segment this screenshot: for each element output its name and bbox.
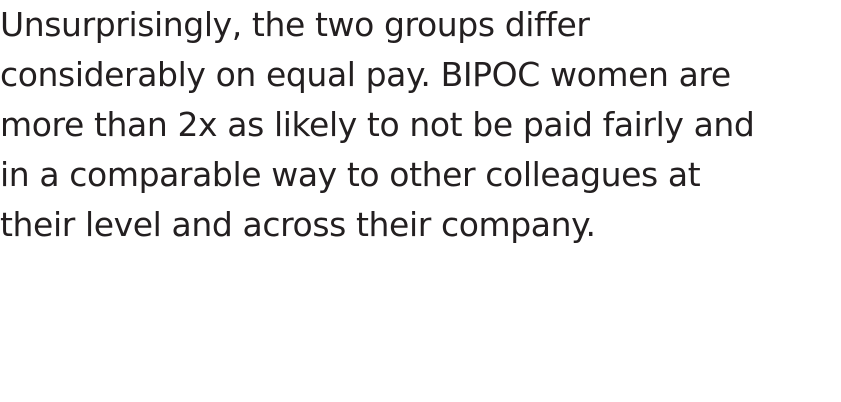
body-paragraph: Unsurprisingly, the two groups differ co… [0, 5, 755, 244]
text-block: Unsurprisingly, the two groups differ co… [0, 5, 755, 244]
paragraph-line: considerably on equal pay. BIPOC women a… [0, 55, 731, 94]
paragraph-line: their level and across their company. [0, 205, 596, 244]
paragraph-line: more than 2x as likely to not be paid fa… [0, 105, 755, 144]
paragraph-line: Unsurprisingly, the two groups differ [0, 5, 590, 44]
paragraph-line: in a comparable way to other colleagues … [0, 155, 701, 194]
